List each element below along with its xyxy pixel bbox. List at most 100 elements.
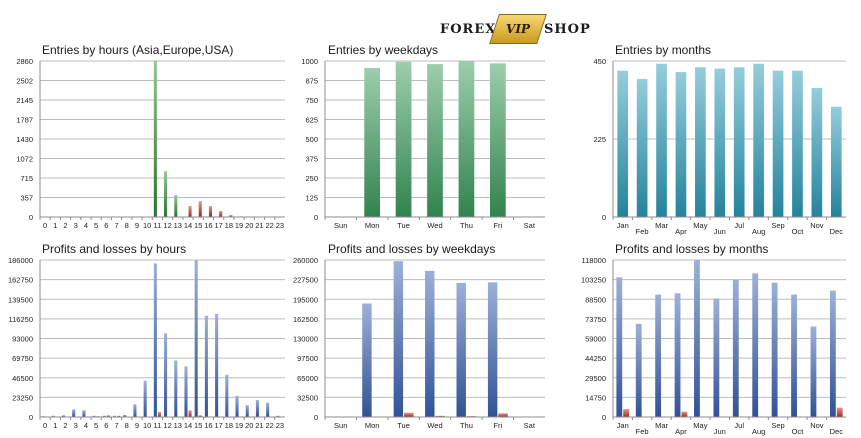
- x-tick-label: Tue: [397, 421, 410, 430]
- x-tick-label: 21: [255, 421, 263, 430]
- chart-title: Profits and losses by weekdays: [328, 242, 495, 256]
- x-tick-label: 12: [163, 421, 171, 430]
- bar: 2: 2000: [61, 415, 66, 417]
- bar: Jun: 428: [714, 68, 726, 217]
- bar: May: 118000: [694, 260, 700, 417]
- logo-text-right: SHOP: [544, 22, 591, 37]
- x-tick-label: 19: [235, 221, 243, 230]
- bar: Apr: 418: [675, 72, 687, 218]
- bar: 14: 60000: [184, 366, 188, 417]
- bar: 13: 400: [174, 195, 178, 217]
- chart-entries-hours: Entries by hours (Asia,Europe,USA)035771…: [16, 43, 285, 230]
- x-tick-label: Mar: [655, 421, 668, 430]
- y-tick-label: 0: [602, 213, 606, 222]
- bar: 17: 110: [219, 211, 223, 217]
- bar: Jan: 105000: [616, 277, 623, 417]
- bar: 22: 17000: [266, 402, 270, 417]
- x-tick-label: 14: [184, 421, 192, 430]
- chart-entries-months: Entries by months 0 225 450 Jan: 422 Feb: 398…: [593, 43, 846, 236]
- x-tick-label: 0: [43, 221, 47, 230]
- bar: Apr: 4000: [681, 411, 688, 417]
- bar: Jul: 103000: [732, 279, 739, 417]
- x-tick-label: 8: [125, 221, 129, 230]
- bar: Mar: 442: [656, 63, 667, 218]
- x-tick-label: Mon: [365, 421, 380, 430]
- x-tick-label: 9: [135, 421, 139, 430]
- bar: 13: 67000: [174, 360, 178, 417]
- x-tick-label: 16: [204, 421, 212, 430]
- bar: Mon: 955: [364, 68, 380, 218]
- y-tick-label: 357: [20, 194, 33, 203]
- x-tick-label: Wed: [427, 221, 442, 230]
- y-tick-label: 88500: [585, 295, 606, 304]
- y-tick-label: 139500: [8, 295, 33, 304]
- bar: 11: 6000: [157, 411, 161, 417]
- bar: Tue: 7000: [404, 412, 414, 417]
- x-tick-label: Thu: [460, 221, 473, 230]
- bar: Oct: 422: [792, 70, 803, 217]
- x-tick-label: 17: [214, 421, 222, 430]
- x-tick-label: 3: [74, 421, 78, 430]
- x-tick-label: 20: [245, 421, 253, 430]
- bar: 9: 15000: [133, 404, 137, 417]
- chart-title: Entries by weekdays: [328, 43, 438, 57]
- x-tick-label: 4: [84, 421, 88, 430]
- x-tick-label: Jun: [714, 227, 726, 236]
- bar: 5: 1500: [92, 415, 96, 417]
- bar: 14: 200: [188, 206, 192, 217]
- x-tick-label: 1: [53, 421, 57, 430]
- chart-title: Entries by hours (Asia,Europe,USA): [42, 43, 233, 57]
- y-tick-label: 44250: [585, 354, 606, 363]
- bar: 4: 8000: [82, 410, 86, 417]
- y-tick-label: 14750: [585, 393, 606, 402]
- bar: Jun: 89000: [713, 298, 720, 417]
- x-tick-label: 22: [266, 421, 274, 430]
- bar: Aug: 108000: [752, 273, 759, 417]
- logo-text-left: FOREX: [440, 22, 497, 37]
- bar: 21: 20000: [255, 400, 259, 417]
- x-tick-label: Feb: [636, 227, 649, 236]
- bar: Wed: 2000: [435, 415, 445, 417]
- bar: Tue: 258000: [393, 261, 404, 417]
- bar: Jan: 6000: [623, 409, 630, 417]
- x-tick-label: Sep: [771, 421, 784, 430]
- bar: Dec: 318: [830, 106, 842, 217]
- x-tick-label: Mar: [655, 221, 668, 230]
- x-tick-label: Fri: [493, 221, 502, 230]
- bar: 17: 122000: [215, 314, 219, 417]
- x-tick-label: 0: [43, 421, 47, 430]
- x-tick-label: 6: [104, 421, 108, 430]
- bar: Aug: 442: [753, 63, 764, 218]
- bar: May: 432: [695, 67, 706, 218]
- bar: Thu: 998: [458, 61, 475, 218]
- x-tick-label: 15: [194, 421, 202, 430]
- x-tick-label: 23: [276, 221, 284, 230]
- y-tick-label: 118000: [582, 256, 606, 265]
- chart-entries-weekdays: Entries by weekdays 0 125 250 375 500 625 750 87…: [301, 43, 545, 230]
- x-tick-label: 7: [114, 421, 118, 430]
- bar: 15: 290: [198, 201, 202, 217]
- x-tick-label: Thu: [460, 421, 473, 430]
- bar: 12: 840: [164, 171, 168, 217]
- bar: 12: 99000: [164, 333, 168, 417]
- y-tick-label: 875: [305, 77, 318, 86]
- x-tick-label: Tue: [397, 221, 410, 230]
- bar: 18: 35: [229, 215, 233, 217]
- x-tick-label: 9: [135, 221, 139, 230]
- x-tick-label: Sat: [524, 221, 536, 230]
- chart-title: Profits and losses by hours: [42, 242, 186, 256]
- x-tick-label: May: [693, 221, 707, 230]
- chart-title: Entries by months: [615, 43, 711, 57]
- bar: Feb: 398: [636, 79, 648, 217]
- x-tick-label: Wed: [427, 421, 442, 430]
- y-tick-label: 375: [305, 155, 318, 164]
- y-tick-label: 65000: [297, 374, 318, 383]
- y-tick-label: 250: [305, 174, 318, 183]
- x-tick-label: Nov: [810, 421, 824, 430]
- x-tick-label: Sun: [334, 421, 347, 430]
- bar: 14: 8000: [188, 410, 192, 417]
- bar: Sep: 101000: [771, 282, 778, 417]
- y-tick-label: 2145: [16, 96, 33, 105]
- chart-pl-months: Profits and losses by months 0 14750 29500 4…: [581, 242, 846, 436]
- x-tick-label: Aug: [752, 227, 765, 236]
